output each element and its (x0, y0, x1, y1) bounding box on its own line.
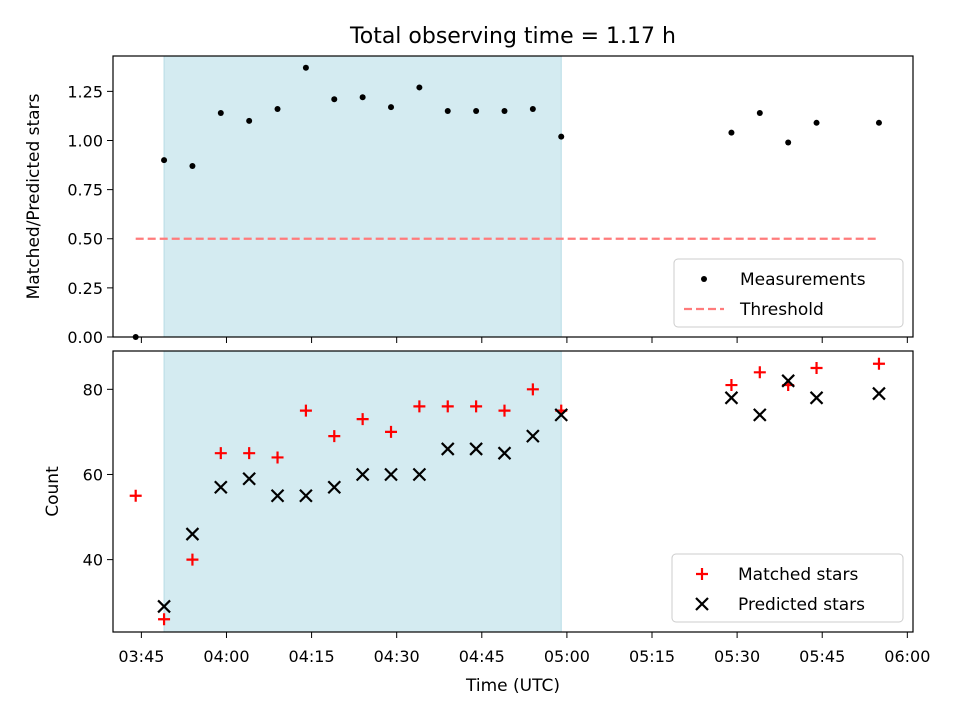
axes-frame (112, 350, 914, 633)
predicted-star-point (872, 386, 886, 401)
measurement-point (189, 163, 196, 170)
legend-marker (701, 276, 707, 282)
measurement-point (331, 96, 338, 103)
predicted-star-point (724, 391, 739, 405)
predicted-star-point (753, 408, 767, 422)
legend-label: Measurements (740, 270, 866, 290)
predicted-star-point (440, 442, 455, 456)
legend-label: Matched stars (738, 565, 858, 585)
predicted-star-point (412, 467, 427, 482)
measurement-point (388, 104, 395, 111)
predicted-star-point (157, 599, 171, 614)
predicted-star-point (242, 471, 256, 486)
matched-star-point (413, 400, 426, 413)
chart-title: Total observing time = 1.17 h (349, 24, 676, 49)
x-tick-label: 05:15 (629, 647, 675, 666)
matched-star-point (470, 400, 483, 413)
predicted-star-point (554, 408, 569, 422)
legend-box (671, 553, 904, 623)
x-tick-label: 05:45 (799, 647, 845, 666)
matched-star-point (214, 447, 227, 460)
matched-star-point (725, 379, 738, 392)
matched-star-point (810, 362, 823, 375)
matched-star-point (129, 489, 142, 502)
y-tick-label: 1.00 (67, 131, 103, 150)
predicted-star-point (384, 467, 398, 482)
x-tick-label: 06:00 (884, 647, 930, 666)
matched-star-point (186, 553, 199, 566)
legend-label: Predicted stars (738, 595, 865, 615)
predicted-star-point (809, 391, 824, 405)
y-tick-label: 0.50 (67, 230, 103, 249)
measurement-point (444, 108, 451, 115)
predicted-star-point (270, 488, 285, 503)
y-tick-label: 0.75 (67, 181, 103, 200)
measurement-point (501, 108, 508, 115)
matched-star-point (271, 451, 284, 464)
y-tick-label: 80 (83, 380, 103, 399)
predicted-star-point (355, 467, 370, 482)
predicted-star-point (469, 442, 483, 456)
matched-star-point (299, 404, 312, 417)
measurement-point (416, 84, 423, 91)
y-tick-label: 0.00 (67, 328, 103, 347)
y-axis-label: Count (43, 466, 63, 517)
y-axis-label: Matched/Predicted stars (24, 93, 44, 299)
x-axis-label: Time (UTC) (465, 676, 560, 696)
measurement-point (813, 119, 820, 126)
predicted-star-point (299, 488, 313, 503)
measurement-point (359, 94, 366, 101)
measurement-point (473, 108, 480, 115)
y-tick-label: 0.25 (67, 279, 103, 298)
panel-1: Total observing time = 1.17 h Matched/Pre… (24, 24, 914, 347)
predicted-star-point (526, 429, 540, 443)
matched-star-point (158, 613, 171, 626)
matched-star-point (753, 366, 766, 379)
measurement-point (785, 139, 792, 146)
predicted-star-point (497, 446, 512, 460)
axes-frame (112, 55, 914, 338)
x-tick-label: 05:00 (544, 647, 590, 666)
x-tick-label: 04:00 (203, 647, 249, 666)
legend-marker (695, 597, 709, 611)
measurement-point (529, 106, 536, 113)
x-tick-label: 04:15 (289, 647, 335, 666)
x-tick-label: 04:30 (374, 647, 420, 666)
measurement-point (302, 64, 309, 71)
matched-star-point (243, 447, 256, 460)
matched-star-point (441, 400, 454, 413)
matched-star-point (385, 425, 398, 438)
predicted-star-point (214, 480, 228, 495)
x-tick-label: 04:45 (459, 647, 505, 666)
measurement-point (274, 106, 281, 113)
observing-span (163, 350, 562, 633)
legend-marker (696, 568, 708, 580)
predicted-star-point (327, 480, 342, 495)
matched-star-point (328, 430, 341, 443)
y-tick-label: 1.25 (67, 82, 103, 101)
measurement-point (217, 109, 224, 116)
measurement-point (246, 117, 253, 124)
measurement-point (558, 133, 565, 140)
predicted-star-point (185, 527, 200, 541)
measurement-point (728, 129, 735, 136)
measurement-point (756, 109, 763, 116)
legend-label: Threshold (739, 300, 824, 320)
y-tick-label: 40 (83, 551, 103, 570)
predicted-star-point (781, 374, 795, 388)
matched-star-point (872, 357, 885, 370)
matched-star-point (498, 404, 511, 417)
measurement-point (161, 157, 168, 164)
matched-star-point (526, 383, 539, 396)
x-tick-label: 05:30 (714, 647, 760, 666)
panel-2: Count Time (UTC) 40 60 80 03:45 04:00 04:15 04:3… (43, 350, 930, 696)
legend-box (673, 258, 904, 328)
observing-span (163, 55, 562, 338)
x-tick-label: 03:45 (118, 647, 164, 666)
matched-star-point (356, 413, 369, 426)
measurement-point (875, 119, 882, 126)
y-tick-label: 60 (83, 465, 103, 484)
